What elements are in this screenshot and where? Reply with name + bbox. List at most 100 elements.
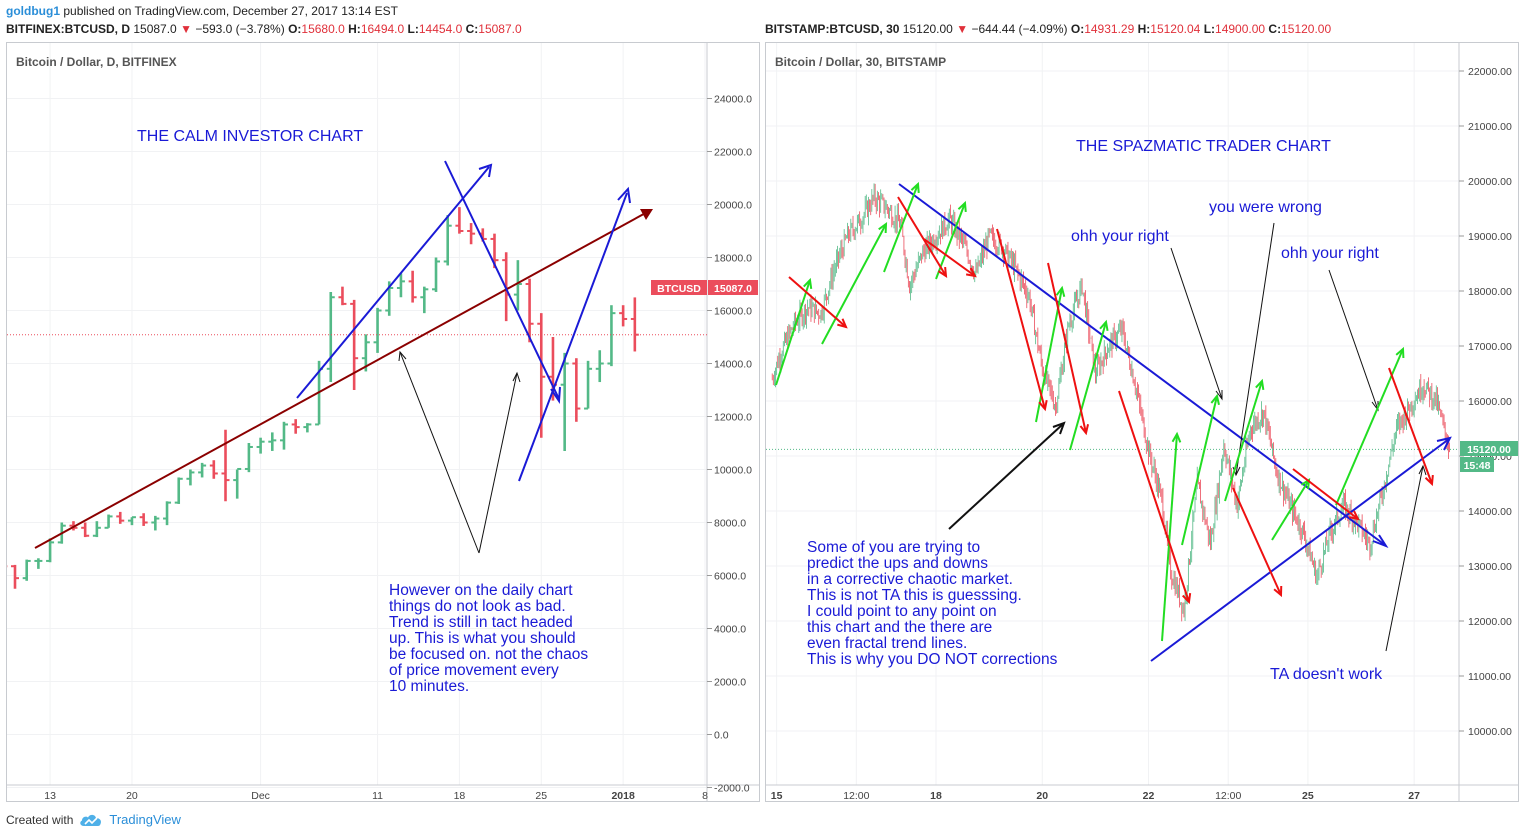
left-ohlc-bars — [0, 207, 639, 589]
left-ohlc-line: BITFINEX:BTCUSD, D 15087.0 ▼ −593.0 (−3.… — [6, 22, 522, 36]
price-tick-label: 16000.0 — [714, 306, 752, 318]
arrowhead-icon — [398, 350, 407, 362]
note-line: However on the daily chart — [389, 582, 573, 599]
right-time-axis[interactable]: 15 12:00 18 20 22 12:00 25 27 — [771, 790, 1420, 802]
note-line: this chart and the there are — [807, 619, 992, 636]
left-chart-panel[interactable]: 24000.0 22000.0 20000.0 18000.0 16000.0 14000… — [0, 42, 760, 802]
pointer-line — [1170, 247, 1223, 400]
note-line: even fractal trend lines. — [807, 635, 967, 652]
note-line: things do not look as bad. — [389, 598, 566, 615]
price-tick-label: 11000.00 — [1468, 671, 1511, 683]
left-price-axis[interactable]: 24000.0 22000.0 20000.0 18000.0 16000.0 14000… — [707, 94, 752, 795]
price-tick-label: 14000.0 — [714, 359, 752, 371]
right-symbol: BITSTAMP:BTCUSD, 30 — [765, 22, 900, 36]
green-up-arrow — [775, 279, 811, 386]
price-tick-label: 13000.00 — [1468, 561, 1512, 573]
downtrend-line — [898, 183, 1386, 546]
green-up-arrow — [821, 223, 887, 345]
price-tick-label: 10000.0 — [714, 465, 752, 477]
price-tick-label: 4000.0 — [714, 624, 746, 636]
left-price-tag-text: 15087.0 — [714, 283, 752, 295]
left-series-legend[interactable]: Bitcoin / Dollar, D, BITFINEX — [16, 55, 177, 69]
red-down-arrow — [788, 276, 847, 328]
blue-fall-arrow — [444, 160, 560, 400]
left-note-text: However on the daily chart things do not … — [389, 582, 588, 695]
arrowhead-icon — [1079, 424, 1090, 436]
red-down-arrow — [1388, 367, 1433, 485]
right-last-price: 15120.00 — [902, 22, 953, 36]
arrowhead-icon — [1255, 378, 1265, 391]
price-tick-label: 22000.00 — [1468, 66, 1512, 78]
arrowhead-icon — [1099, 319, 1109, 332]
right-chart-panel[interactable]: 22000.00 21000.00 20000.00 19000.00 18000.00… — [765, 42, 1519, 802]
price-tick-label: 12000.0 — [714, 412, 752, 424]
arrowhead-icon — [1436, 436, 1452, 451]
arrowhead-icon — [512, 371, 521, 383]
label-ohh-your-right-1: ohh your right — [1071, 228, 1169, 245]
right-chart-svg[interactable]: 22000.00 21000.00 20000.00 19000.00 18000.00… — [766, 43, 1518, 802]
right-price-axis[interactable]: 22000.00 21000.00 20000.00 19000.00 18000.00… — [1459, 66, 1512, 738]
time-tick-label: 20 — [1036, 790, 1048, 801]
time-tick-label: 25 — [535, 790, 547, 801]
pointer-line — [399, 351, 480, 554]
time-tick-label: 25 — [1302, 790, 1314, 801]
time-tick-label: 20 — [126, 790, 138, 801]
right-countdown-tag — [1460, 457, 1494, 472]
arrowhead-icon — [1372, 534, 1389, 549]
price-tick-label: 18000.0 — [714, 253, 752, 265]
price-tick-label: 8000.0 — [714, 518, 746, 530]
red-down-arrow — [897, 196, 947, 277]
left-chart-svg[interactable]: 24000.0 22000.0 20000.0 18000.0 16000.0 14000… — [0, 43, 759, 802]
price-tick-label: 20000.00 — [1468, 176, 1512, 188]
red-down-arrow — [923, 238, 976, 277]
left-grid — [7, 43, 707, 788]
blue-rise-arrow — [296, 166, 490, 399]
right-series-legend[interactable]: Bitcoin / Dollar, 30, BITSTAMP — [775, 55, 946, 69]
time-tick-label: 22 — [1143, 790, 1155, 801]
right-grid — [766, 43, 1459, 785]
time-tick-label: Dec — [251, 790, 270, 801]
cloud-logo-icon[interactable] — [79, 813, 103, 827]
price-tick-label: 22000.0 — [714, 147, 752, 159]
red-down-arrow — [1047, 262, 1087, 434]
right-chart-title: THE SPAZMATIC TRADER CHART — [1076, 138, 1331, 155]
time-tick-label: 12:00 — [843, 790, 869, 801]
tradingview-link[interactable]: TradingView — [109, 812, 181, 827]
green-up-arrow — [1271, 479, 1310, 541]
note-line: up. This is what you should — [389, 630, 576, 647]
author-name[interactable]: goldbug1 — [6, 4, 60, 18]
red-down-arrow — [1232, 487, 1282, 596]
left-time-axis[interactable]: 13 20 Dec 11 18 25 2018 8 — [44, 790, 708, 802]
price-tick-label: 12000.00 — [1468, 616, 1512, 628]
right-price-tag-text: 15120.00 — [1467, 444, 1511, 456]
note-line: I could point to any point on — [807, 603, 997, 620]
created-with-label: Created with — [6, 812, 74, 827]
left-price-tag — [708, 280, 758, 295]
arrowhead-icon — [837, 318, 848, 329]
arrowhead-icon — [910, 181, 920, 194]
price-tick-label: -2000.0 — [714, 783, 750, 795]
green-up-arrow — [1069, 321, 1107, 451]
down-triangle-icon: ▼ — [956, 22, 969, 36]
time-tick-label: 11 — [372, 790, 383, 801]
arrowhead-icon — [1182, 592, 1192, 605]
arrowhead-icon — [1052, 421, 1066, 435]
arrowhead-icon — [1055, 285, 1066, 297]
green-up-arrow — [883, 183, 919, 273]
price-tick-label: 20000.0 — [714, 200, 752, 212]
right-price-tag — [1460, 441, 1518, 456]
label-ohh-your-right-2: ohh your right — [1281, 245, 1379, 262]
left-close: 15087.0 — [478, 22, 522, 36]
arrowhead-icon — [1215, 390, 1223, 401]
time-tick-label: 27 — [1408, 790, 1420, 801]
down-triangle-icon: ▼ — [180, 22, 192, 36]
price-tick-label: 6000.0 — [714, 571, 746, 583]
price-tick-label: 17000.00 — [1468, 341, 1512, 353]
uptrend-arrowhead-icon — [640, 209, 653, 220]
right-note-text: Some of you are trying to predict the ups… — [807, 539, 1058, 668]
price-tick-label: 18000.00 — [1468, 286, 1512, 298]
price-tick-label: 10000.00 — [1468, 726, 1512, 738]
green-up-arrow — [1181, 395, 1218, 546]
arrowhead-icon — [937, 266, 948, 278]
time-tick-label: 13 — [44, 790, 56, 801]
